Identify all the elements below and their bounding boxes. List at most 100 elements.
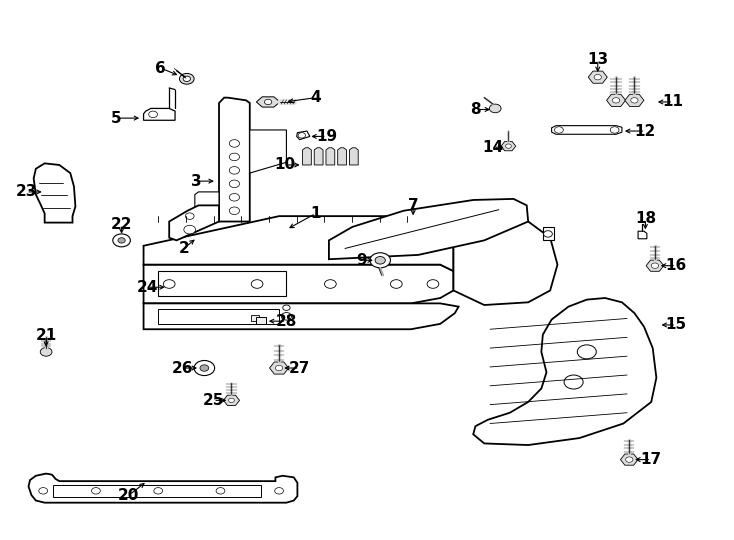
Polygon shape: [269, 362, 288, 374]
Circle shape: [506, 144, 512, 148]
Text: 10: 10: [275, 158, 296, 172]
Circle shape: [216, 488, 225, 494]
Polygon shape: [255, 318, 266, 324]
Text: 3: 3: [191, 174, 202, 188]
Text: 1: 1: [310, 206, 321, 221]
Polygon shape: [54, 485, 261, 497]
Circle shape: [229, 153, 239, 161]
Circle shape: [92, 488, 101, 494]
Circle shape: [40, 348, 52, 356]
Circle shape: [490, 104, 501, 113]
Polygon shape: [543, 227, 554, 240]
Circle shape: [612, 98, 619, 103]
Text: 11: 11: [663, 94, 684, 110]
Polygon shape: [29, 474, 297, 503]
Circle shape: [229, 180, 239, 187]
Polygon shape: [620, 454, 638, 465]
Circle shape: [184, 225, 195, 234]
Circle shape: [200, 365, 208, 372]
Polygon shape: [638, 231, 647, 239]
Circle shape: [594, 75, 601, 80]
Text: 6: 6: [155, 60, 166, 76]
Text: 18: 18: [635, 211, 656, 226]
Circle shape: [324, 280, 336, 288]
Polygon shape: [256, 97, 280, 107]
Text: 28: 28: [276, 314, 297, 329]
Circle shape: [281, 313, 291, 320]
Polygon shape: [159, 271, 286, 296]
Circle shape: [577, 345, 596, 359]
Text: 13: 13: [587, 52, 608, 68]
Polygon shape: [195, 192, 219, 211]
Circle shape: [651, 263, 658, 268]
Polygon shape: [606, 94, 625, 106]
Circle shape: [183, 76, 190, 82]
Circle shape: [154, 488, 163, 494]
Polygon shape: [588, 71, 607, 83]
Circle shape: [544, 231, 553, 237]
Polygon shape: [646, 260, 664, 271]
Polygon shape: [314, 148, 323, 165]
Circle shape: [149, 111, 158, 118]
Circle shape: [229, 140, 239, 147]
Polygon shape: [326, 148, 335, 165]
Polygon shape: [552, 126, 622, 134]
Text: 12: 12: [635, 124, 656, 139]
Polygon shape: [302, 148, 311, 165]
Polygon shape: [144, 303, 459, 329]
Circle shape: [251, 280, 263, 288]
Polygon shape: [223, 395, 239, 406]
Text: 23: 23: [15, 184, 37, 199]
Circle shape: [229, 166, 239, 174]
Text: 5: 5: [111, 111, 122, 126]
Polygon shape: [144, 265, 454, 303]
Polygon shape: [34, 164, 76, 222]
Circle shape: [283, 305, 290, 310]
Text: 9: 9: [356, 253, 366, 268]
Polygon shape: [251, 315, 258, 321]
Text: 8: 8: [470, 102, 481, 117]
Polygon shape: [144, 216, 454, 271]
Polygon shape: [329, 199, 528, 259]
Circle shape: [610, 127, 619, 133]
Polygon shape: [501, 141, 516, 151]
Text: 27: 27: [289, 361, 310, 375]
Polygon shape: [473, 298, 656, 445]
Circle shape: [625, 457, 633, 462]
Text: 24: 24: [137, 280, 158, 295]
Polygon shape: [454, 221, 558, 305]
Text: 22: 22: [111, 217, 132, 232]
Circle shape: [39, 488, 48, 494]
Circle shape: [164, 280, 175, 288]
Text: 20: 20: [118, 488, 139, 503]
Circle shape: [564, 375, 583, 389]
Circle shape: [185, 213, 194, 219]
Circle shape: [264, 99, 272, 105]
Text: 4: 4: [310, 90, 321, 105]
Circle shape: [555, 127, 563, 133]
Circle shape: [390, 280, 402, 288]
Polygon shape: [625, 94, 644, 106]
Text: 2: 2: [178, 241, 189, 256]
Circle shape: [179, 73, 194, 84]
Polygon shape: [219, 98, 250, 221]
Text: 26: 26: [172, 361, 193, 375]
Text: 7: 7: [408, 198, 418, 213]
Circle shape: [631, 98, 638, 103]
Circle shape: [118, 238, 126, 243]
Circle shape: [229, 207, 239, 214]
Polygon shape: [349, 148, 358, 165]
Text: 16: 16: [666, 258, 687, 273]
Text: 19: 19: [316, 129, 337, 144]
Polygon shape: [144, 109, 175, 120]
Polygon shape: [338, 148, 346, 165]
Circle shape: [298, 133, 305, 138]
Text: 15: 15: [666, 318, 687, 333]
Polygon shape: [250, 130, 286, 173]
Circle shape: [427, 280, 439, 288]
Text: 17: 17: [641, 452, 662, 467]
Circle shape: [275, 488, 283, 494]
Text: 21: 21: [35, 328, 57, 343]
Polygon shape: [297, 131, 310, 140]
Text: 25: 25: [203, 393, 224, 408]
